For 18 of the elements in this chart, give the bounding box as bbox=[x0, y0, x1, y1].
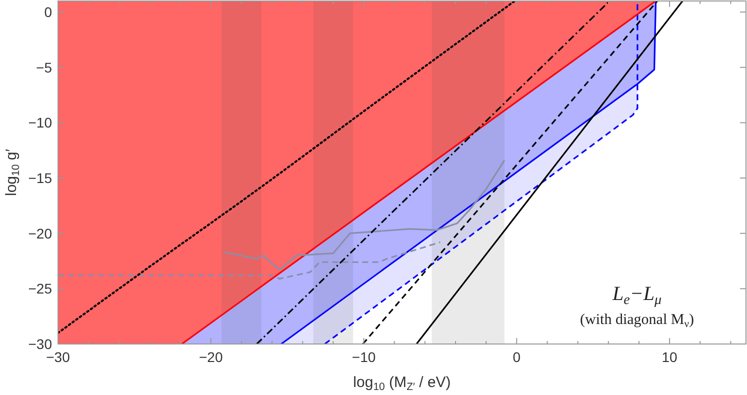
x-axis-title: log$_{10}$ (M$_{Z′}$ / eV) bbox=[353, 374, 451, 393]
y-tick-label: −10 bbox=[28, 114, 52, 131]
x-tick-label: 10 bbox=[662, 349, 678, 365]
y-tick-label: 0 bbox=[44, 4, 52, 20]
y-tick-label: −20 bbox=[28, 225, 52, 242]
x-tick-label: −10 bbox=[352, 349, 376, 365]
line-series bbox=[58, 241, 442, 280]
x-tick-label: −20 bbox=[199, 349, 223, 365]
line-series bbox=[58, 1, 516, 334]
x-tick-label: −30 bbox=[46, 349, 70, 365]
annotation: (with diagonal M$_{ν}$) bbox=[580, 312, 694, 330]
y-tick-label: −30 bbox=[28, 336, 52, 352]
annotation: L$_{e}$−L$_{μ}$ bbox=[612, 283, 662, 308]
y-tick-label: −5 bbox=[36, 59, 52, 76]
x-tick-label: 0 bbox=[512, 349, 521, 365]
y-tick-label: −15 bbox=[28, 170, 52, 186]
line-series bbox=[224, 160, 506, 271]
y-tick-label: −25 bbox=[28, 280, 52, 297]
